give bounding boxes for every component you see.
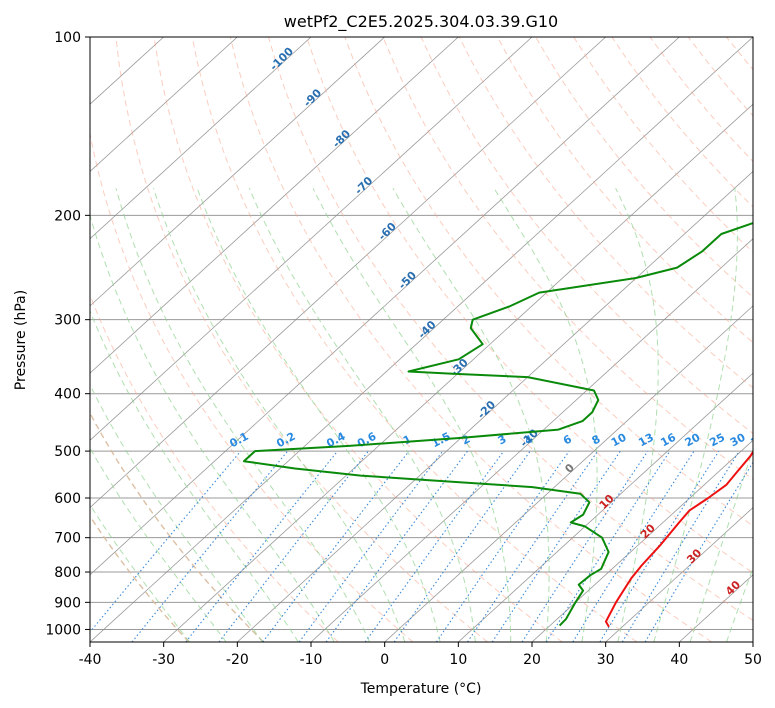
moist-adiabat bbox=[726, 566, 753, 642]
moist-adiabat bbox=[248, 188, 476, 642]
x-tick-label: 30 bbox=[597, 652, 615, 668]
mixing-ratio-label: 13 bbox=[636, 431, 656, 450]
moist-adiabat bbox=[90, 446, 227, 642]
mixing-ratio-line bbox=[491, 450, 621, 642]
dry-adiabat bbox=[90, 131, 414, 642]
x-tick-label: -40 bbox=[79, 652, 102, 668]
temperature-profile bbox=[604, 450, 753, 628]
moist-adiabat bbox=[312, 187, 512, 642]
mixing-ratio-label: 25 bbox=[707, 431, 727, 450]
dry-adiabat bbox=[153, 37, 563, 642]
moist-adiabat bbox=[615, 187, 659, 642]
sounding-profiles bbox=[242, 221, 753, 628]
mixing-ratio-line bbox=[435, 450, 570, 642]
dry-adiabat bbox=[229, 37, 712, 642]
dry-adiabat bbox=[306, 37, 753, 574]
mixing-ratio-label: 10 bbox=[609, 431, 629, 450]
isotherm-line bbox=[163, 103, 753, 642]
mixing-ratio-line bbox=[393, 450, 531, 642]
isotherm-line bbox=[384, 305, 753, 642]
y-tick-label: 700 bbox=[54, 531, 81, 547]
isotherm-line bbox=[310, 238, 753, 642]
mixing-ratio-line bbox=[572, 450, 695, 642]
mixing-ratio-label: 36 bbox=[749, 431, 769, 450]
y-tick-label: 600 bbox=[54, 491, 81, 507]
isotherm-line bbox=[458, 372, 753, 642]
dry-adiabat bbox=[115, 37, 488, 642]
isotherm-line bbox=[90, 37, 533, 441]
y-tick-label: 100 bbox=[54, 30, 81, 46]
mixing-ratio-label: 30 bbox=[728, 431, 748, 450]
dry-adiabat bbox=[382, 37, 753, 481]
isotherm-line bbox=[90, 37, 312, 240]
y-axis: 100 200 300 400 500 600 700 800 900 1000 bbox=[45, 30, 90, 638]
y-tick-label: 900 bbox=[54, 595, 81, 611]
x-axis-title: Temperature (°C) bbox=[360, 681, 482, 697]
mixing-ratio-line bbox=[521, 450, 649, 642]
x-tick-label: -30 bbox=[152, 652, 175, 668]
isotherm-line bbox=[90, 37, 606, 509]
background-lines bbox=[90, 37, 753, 642]
y-tick-label: 1000 bbox=[45, 622, 81, 638]
mixing-ratio-line bbox=[90, 450, 242, 633]
isotherm-line bbox=[605, 507, 753, 642]
dry-adiabat bbox=[90, 411, 264, 642]
mixing-ratio-label: 16 bbox=[658, 431, 678, 450]
isotherm-line bbox=[90, 37, 753, 642]
dry-adiabat bbox=[191, 37, 638, 642]
x-tick-label: 20 bbox=[523, 652, 541, 668]
dry-adiabat bbox=[496, 37, 753, 344]
y-tick-label: 500 bbox=[54, 444, 81, 460]
isotherm-line bbox=[90, 37, 238, 172]
dry-adiabat bbox=[90, 515, 190, 642]
moist-adiabat bbox=[115, 188, 371, 642]
mixing-ratio-line bbox=[185, 450, 339, 642]
x-axis: -40 -30 -20 -10 0 10 20 30 40 50 bbox=[79, 642, 762, 668]
moist-adiabat bbox=[153, 188, 406, 642]
x-tick-label: -10 bbox=[300, 652, 323, 668]
mixing-ratio-line bbox=[131, 450, 289, 642]
moist-adiabat bbox=[493, 187, 598, 642]
isotherm-line bbox=[531, 439, 753, 642]
mixing-ratio-line bbox=[467, 450, 599, 642]
y-tick-label: 300 bbox=[54, 313, 81, 329]
moist-adiabat bbox=[90, 309, 299, 642]
dry-adiabat bbox=[268, 37, 753, 622]
x-tick-label: 10 bbox=[449, 652, 467, 668]
y-axis-title: Pressure (hPa) bbox=[13, 290, 29, 390]
moist-adiabat bbox=[90, 383, 263, 642]
x-tick-label: 0 bbox=[380, 652, 389, 668]
plot-frame bbox=[89, 36, 754, 643]
y-tick-label: 200 bbox=[54, 208, 81, 224]
mixing-ratio-line bbox=[262, 450, 410, 642]
mixing-ratio-line bbox=[298, 450, 444, 642]
dry-adiabat bbox=[344, 37, 753, 527]
dewpoint-profile bbox=[242, 221, 753, 627]
mixing-ratio-line bbox=[325, 450, 468, 642]
isotherm-line bbox=[237, 170, 753, 642]
chart-title: wetPf2_C2E5.2025.304.03.39.G10 bbox=[284, 12, 558, 32]
isotherm-line bbox=[90, 37, 385, 307]
mixing-ratio-line bbox=[545, 450, 671, 642]
x-tick-label: 50 bbox=[744, 652, 762, 668]
moist-adiabat bbox=[90, 213, 335, 642]
mixing-ratio-label: 20 bbox=[683, 431, 703, 450]
mixing-ratio-line bbox=[364, 450, 505, 642]
x-tick-label: -20 bbox=[226, 652, 249, 668]
moist-adiabat bbox=[653, 188, 738, 642]
y-tick-label: 400 bbox=[54, 387, 81, 403]
isotherm-line bbox=[90, 37, 680, 576]
x-tick-label: 40 bbox=[670, 652, 688, 668]
y-tick-label: 800 bbox=[54, 565, 81, 581]
isotherm-line bbox=[90, 37, 459, 374]
moist-adiabat bbox=[689, 447, 753, 642]
moist-adiabat bbox=[392, 187, 550, 642]
